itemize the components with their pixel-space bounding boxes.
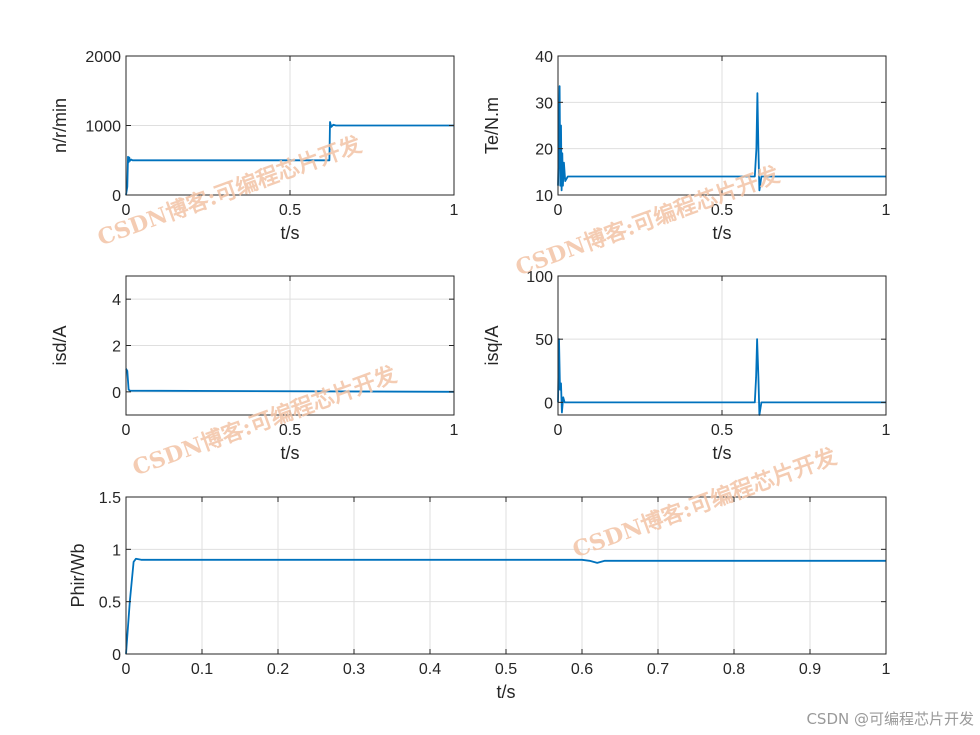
x-tick-label: 1 (450, 422, 459, 439)
x-tick-label: 0.5 (711, 202, 733, 219)
y-tick-label: 4 (112, 292, 121, 309)
x-axis-label: t/s (280, 443, 299, 463)
x-tick-label: 1 (882, 202, 891, 219)
y-axis-label: Te/N.m (482, 97, 502, 154)
x-axis-label: t/s (280, 223, 299, 243)
x-tick-label: 0.5 (279, 202, 301, 219)
series-line-1 (557, 85, 886, 192)
x-tick-label: 0.9 (799, 661, 821, 678)
y-tick-label: 10 (535, 188, 553, 205)
y-axis-label: Phir/Wb (68, 543, 88, 607)
subplot-2: 0 0.5 1 10 20 30 40 t/s Te/N.m (482, 49, 891, 243)
x-tick-label: 0.7 (647, 661, 669, 678)
y-tick-label: 40 (535, 49, 553, 66)
y-axis-label: n/r/min (50, 98, 70, 153)
x-tick-label: 0.2 (267, 661, 289, 678)
series-line-1 (125, 368, 455, 393)
series-line-1 (557, 338, 886, 416)
subplot-3: 0 0.5 1 0 2 4 t/s isd/A (50, 275, 459, 463)
x-tick-label: 1 (882, 661, 891, 678)
subplot-4: 0 0.5 1 0 50 100 t/s isq/A (482, 269, 891, 463)
y-tick-label: 100 (526, 269, 553, 286)
y-axis-label: isq/A (482, 325, 502, 365)
x-axis-label: t/s (496, 682, 515, 702)
x-tick-label: 0.5 (279, 422, 301, 439)
x-tick-label: 0 (122, 202, 131, 219)
x-tick-label: 0.5 (711, 422, 733, 439)
y-tick-label: 0.5 (99, 595, 121, 612)
subplot-5: 0 0.1 0.2 0.3 0.4 0.5 0.6 0.7 0.8 0.9 1 0 0.5 1 1.5 t/s… (68, 490, 891, 702)
y-tick-label: 0 (112, 188, 121, 205)
y-tick-label: 0 (112, 385, 121, 402)
y-tick-label: 0 (112, 647, 121, 664)
y-tick-label: 0 (544, 395, 553, 412)
x-tick-label: 0.3 (343, 661, 365, 678)
x-tick-label: 0 (554, 202, 563, 219)
x-axis-label: t/s (712, 223, 731, 243)
y-tick-label: 2000 (85, 49, 121, 66)
y-tick-label: 2 (112, 339, 121, 356)
footer-watermark: CSDN @可编程芯片开发 (806, 710, 974, 728)
x-tick-label: 0.1 (191, 661, 213, 678)
x-tick-label: 1 (450, 202, 459, 219)
series-line-1 (125, 121, 454, 196)
y-axis-label: isd/A (50, 325, 70, 365)
y-tick-label: 1 (112, 542, 121, 559)
x-tick-label: 0.4 (419, 661, 441, 678)
x-tick-label: 0.8 (723, 661, 745, 678)
y-tick-label: 1000 (85, 119, 121, 136)
y-tick-label: 20 (535, 142, 553, 159)
y-tick-label: 30 (535, 95, 553, 112)
y-tick-label: 50 (535, 332, 553, 349)
x-tick-label: 0 (554, 422, 563, 439)
x-tick-label: 0 (122, 422, 131, 439)
subplot-1: 0 0.5 1 0 1000 2000 t/s n/r/min (50, 49, 459, 243)
x-tick-label: 0 (122, 661, 131, 678)
series-line-1 (125, 557, 886, 655)
x-axis-label: t/s (712, 443, 731, 463)
x-tick-label: 0.5 (495, 661, 517, 678)
x-tick-label: 0.6 (571, 661, 593, 678)
y-tick-label: 1.5 (99, 490, 121, 507)
x-tick-label: 1 (882, 422, 891, 439)
